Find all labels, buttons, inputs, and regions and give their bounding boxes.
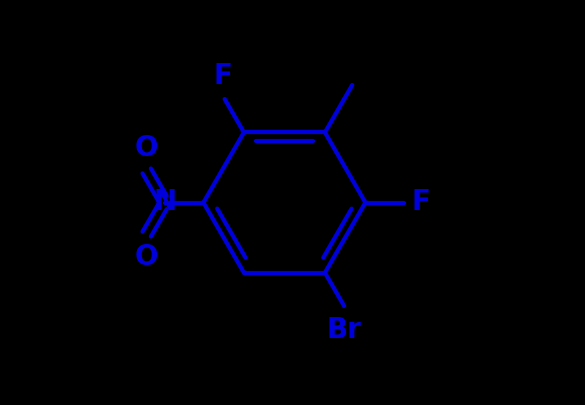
Text: O: O [135,243,159,271]
Text: Br: Br [326,316,362,344]
Text: N: N [153,188,177,217]
Text: F: F [411,188,430,217]
Text: O: O [135,134,159,162]
Text: F: F [213,62,232,90]
